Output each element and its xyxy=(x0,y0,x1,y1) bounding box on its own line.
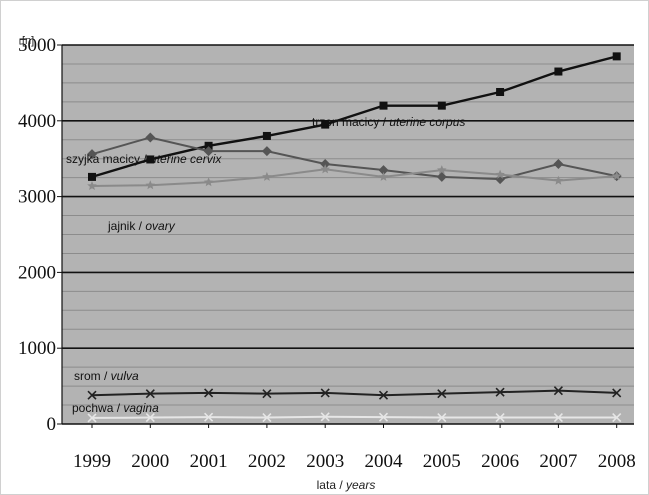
series-cervix xyxy=(87,132,622,185)
x-axis-label: lata / years xyxy=(317,478,376,492)
x-tick-label: 2000 xyxy=(131,451,169,472)
series-line-cervix xyxy=(91,136,617,181)
axes: 0 1000 2000 3000 4000 5000 1999 2000 2001 2002 200… xyxy=(18,35,636,472)
series-layer xyxy=(87,52,622,423)
data-point-diamond xyxy=(320,159,331,170)
x-tick-label: 2004 xyxy=(365,451,404,472)
y-tick-label: 1000 xyxy=(18,338,56,359)
data-point-star xyxy=(320,164,330,174)
data-point-x xyxy=(378,412,389,422)
data-point-x xyxy=(437,389,447,399)
data-point-diamond xyxy=(436,171,447,182)
series-line-vagina xyxy=(91,415,617,419)
data-point-diamond xyxy=(378,165,389,176)
data-point-x xyxy=(204,388,214,398)
data-point-x xyxy=(612,412,622,423)
y-tick-label: 2000 xyxy=(18,262,56,283)
data-point-diamond xyxy=(261,146,272,157)
data-point-diamond xyxy=(145,132,156,143)
series-line-ovary xyxy=(91,168,617,187)
data-point-star xyxy=(87,181,97,190)
x-tick-label: 2001 xyxy=(190,451,228,472)
series-label-vulva: srom / vulva xyxy=(74,369,139,383)
data-point-diamond xyxy=(87,149,97,160)
x-tick-label: 2002 xyxy=(248,451,286,472)
data-point-x xyxy=(320,388,330,398)
data-point-x xyxy=(262,412,272,423)
data-point-x xyxy=(553,412,563,423)
gridlines xyxy=(62,44,634,406)
data-point-square xyxy=(88,172,96,181)
data-point-x xyxy=(145,389,155,399)
data-point-square xyxy=(321,120,330,129)
data-point-x xyxy=(320,412,330,422)
data-point-square xyxy=(146,155,155,164)
data-point-star xyxy=(611,171,622,181)
x-tick-label: 2008 xyxy=(598,451,636,472)
data-point-x xyxy=(437,412,447,423)
x-tick-label: 1999 xyxy=(73,451,111,472)
y-tick-label: 4000 xyxy=(18,111,56,132)
series-labels: trzon macicy / uterine corpus szyjka maci… xyxy=(66,115,465,415)
data-point-x xyxy=(262,389,272,399)
x-tick-label: 2003 xyxy=(306,451,344,472)
series-corpus xyxy=(88,52,621,181)
y-tick-label: 5000 xyxy=(18,35,56,56)
x-axis-label-pl: lata / xyxy=(317,478,346,492)
y-axis-unit: [n] xyxy=(22,35,34,47)
x-tick-label: 2006 xyxy=(481,451,519,472)
data-point-square xyxy=(204,141,213,150)
y-tick-label: 0 xyxy=(47,414,57,435)
y-tick-label: 3000 xyxy=(18,187,56,208)
series-line-vulva xyxy=(91,389,617,397)
data-point-x xyxy=(495,387,505,397)
data-point-x xyxy=(87,413,97,423)
data-point-x xyxy=(553,386,563,396)
data-point-square xyxy=(437,101,446,110)
data-point-star xyxy=(378,171,389,181)
data-point-square xyxy=(612,52,621,61)
series-vagina xyxy=(87,412,622,423)
data-point-x xyxy=(612,388,622,398)
data-point-x xyxy=(204,412,214,422)
series-label-corpus: trzon macicy / uterine corpus xyxy=(312,115,465,129)
series-vulva xyxy=(87,386,622,400)
x-tick-label: 2005 xyxy=(423,451,461,472)
series-label-cervix: szyjka macicy / uterine cervix xyxy=(66,152,222,166)
x-tick-label: 2007 xyxy=(539,451,577,472)
data-point-diamond xyxy=(553,159,564,170)
data-point-star xyxy=(145,180,156,190)
series-ovary xyxy=(87,164,622,190)
data-point-star xyxy=(495,169,505,179)
data-point-star xyxy=(203,177,214,187)
data-point-square xyxy=(554,67,563,76)
data-point-square xyxy=(262,131,271,140)
data-point-diamond xyxy=(495,174,506,185)
data-point-x xyxy=(145,412,155,423)
data-point-star xyxy=(437,165,447,175)
series-line-corpus xyxy=(91,55,618,179)
data-point-x xyxy=(495,412,505,423)
data-point-diamond xyxy=(203,146,214,157)
data-point-x xyxy=(378,390,389,400)
series-label-vagina: pochwa / vagina xyxy=(72,401,159,415)
data-point-square xyxy=(496,87,505,96)
data-point-star xyxy=(262,171,272,181)
x-axis-label-en: years xyxy=(345,478,375,492)
data-point-square xyxy=(379,101,388,110)
data-point-x xyxy=(87,390,97,400)
series-label-ovary: jajnik / ovary xyxy=(107,219,176,233)
data-point-star xyxy=(553,175,564,185)
